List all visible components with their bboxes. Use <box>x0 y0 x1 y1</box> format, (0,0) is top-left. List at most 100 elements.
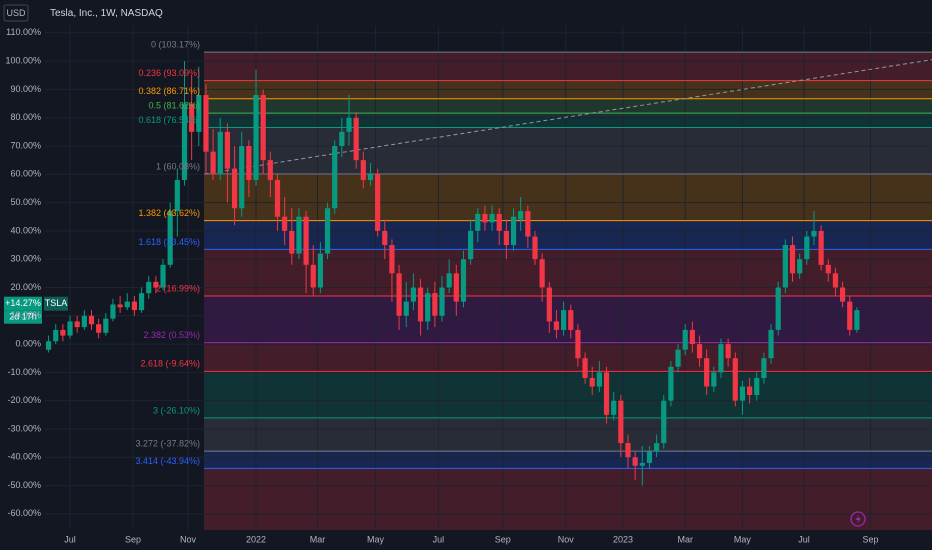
candle-body <box>503 230 509 246</box>
candle-body <box>732 358 738 401</box>
y-tick-label: -30.00% <box>7 423 41 433</box>
lightning-icon[interactable] <box>850 511 866 527</box>
overlay: 0 (103.17%) 0.236 (93.09%) 0.382 (86.71%) 0… <box>4 39 200 466</box>
fib-label: 3.414 (-43.94%) <box>135 456 200 466</box>
y-tick-label: 40.00% <box>10 225 41 235</box>
x-tick-label: Mar <box>310 534 326 544</box>
candle-body <box>339 131 345 146</box>
candle-body <box>482 213 488 223</box>
candle-body <box>389 245 395 274</box>
candle-body <box>811 230 817 237</box>
candle-body <box>110 304 116 319</box>
candle-body <box>310 264 316 288</box>
candle-body <box>668 366 674 401</box>
candle-body <box>568 310 574 330</box>
candle-body <box>45 341 52 350</box>
candle-body <box>518 211 524 220</box>
candle-body <box>253 95 259 180</box>
last-value-label: +14.27% <box>5 298 41 308</box>
candle-body <box>346 117 352 132</box>
y-tick-label: -60.00% <box>7 508 41 518</box>
fib-label: 1.618 (33.45%) <box>138 237 200 247</box>
candle-body <box>589 378 595 387</box>
candle-body <box>539 259 545 288</box>
x-tick-label: Nov <box>180 534 197 544</box>
candle-body <box>611 400 617 415</box>
fib-bands <box>204 52 932 530</box>
candle-body <box>625 443 631 458</box>
candle-body <box>274 179 281 217</box>
candle-body <box>546 287 552 322</box>
currency[interactable]: USD <box>6 8 26 18</box>
candle-body <box>675 349 681 367</box>
y-tick-label: 10.00% <box>10 310 41 320</box>
y-tick-label: -50.00% <box>7 480 41 490</box>
currency-box[interactable] <box>3 4 29 22</box>
y-tick-label: 110.00% <box>6 27 41 37</box>
symbol-badge <box>44 296 68 311</box>
candle-body <box>646 451 653 463</box>
fib-band <box>204 417 932 452</box>
candle-body <box>282 216 288 231</box>
candle-body <box>561 310 567 330</box>
fib-band <box>204 52 932 81</box>
last-value-badge <box>4 296 42 311</box>
candle-body <box>804 236 810 260</box>
candle-body <box>654 443 660 452</box>
x-tick-label: Nov <box>558 534 575 544</box>
candle-body <box>189 103 195 132</box>
y-tick-label: 60.00% <box>10 169 41 179</box>
candle-body <box>260 95 266 161</box>
candle-body <box>67 321 73 336</box>
x-tick-label: May <box>367 534 385 544</box>
x-tick-label: Sep <box>862 534 878 544</box>
candle-body <box>360 160 366 180</box>
candle-body <box>603 372 610 415</box>
candle-body <box>682 329 688 350</box>
candle-body <box>847 301 853 330</box>
candle-body <box>403 301 409 316</box>
candle-body <box>53 329 59 342</box>
x-tick-label: Jul <box>798 534 810 544</box>
fib-label: 1.382 (43.62%) <box>138 208 200 218</box>
x-tick-label: Sep <box>125 534 141 544</box>
candle-body <box>210 151 216 175</box>
x-tick-label: 2022 <box>246 534 266 544</box>
candle-body <box>510 216 517 246</box>
fib-label: 2 (16.99%) <box>156 283 200 293</box>
candle-body <box>468 230 474 260</box>
candle-body <box>96 324 102 333</box>
fib-band <box>204 98 932 114</box>
x-tick-label: Jul <box>433 534 445 544</box>
candle-body <box>704 358 710 387</box>
candle-body <box>618 400 624 444</box>
candle-body <box>396 273 402 316</box>
candle-body <box>317 253 323 288</box>
fib-label: 0.382 (86.71%) <box>138 86 200 96</box>
fib-label: 0 (103.17%) <box>151 39 200 49</box>
candle-body <box>117 304 123 308</box>
candle-body <box>382 230 388 246</box>
candle-body <box>775 287 781 330</box>
y-tick-label: 90.00% <box>10 84 41 94</box>
fib-label: 2.382 (0.53%) <box>143 330 200 340</box>
candle-body <box>324 208 331 254</box>
candle-body <box>224 131 231 169</box>
fib-band <box>204 295 932 343</box>
fib-band <box>204 113 932 128</box>
candle-body <box>453 273 459 302</box>
fib-band <box>204 371 932 418</box>
candle-body <box>782 245 788 288</box>
candle-body <box>303 216 309 265</box>
candle-body <box>74 321 80 328</box>
y-tick-label: 70.00% <box>10 140 41 150</box>
candle-body <box>174 179 180 212</box>
fib-label: 0.236 (93.09%) <box>138 68 200 78</box>
candle-body <box>181 103 188 180</box>
candle-body <box>217 131 223 175</box>
fib-label: 2.618 (-9.64%) <box>140 359 200 369</box>
candle-body <box>375 174 381 231</box>
y-tick-label: 30.00% <box>10 254 41 264</box>
candle-body <box>160 264 166 288</box>
